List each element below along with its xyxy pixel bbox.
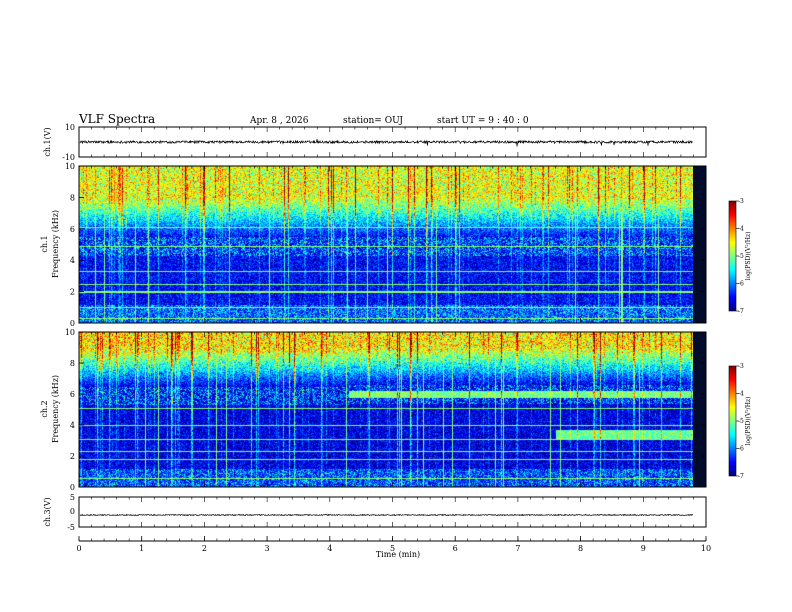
x-tick-label-8: 8 xyxy=(578,544,583,553)
ch1-waveform-trace xyxy=(79,138,694,147)
x-tick-label-7: 7 xyxy=(515,544,520,553)
ch2-spectrogram-image xyxy=(79,332,693,487)
ch2-cb-tick-label-3: -6 xyxy=(738,446,744,453)
ch2-cb-tick-label-1: -4 xyxy=(738,391,744,398)
header-station: station= OUJ xyxy=(343,116,403,126)
ch1-spectrogram-yticks: 0 2 4 6 8 10 xyxy=(65,162,706,328)
ch1-spectrogram-image xyxy=(79,166,693,323)
ch2-colorbar: -3 -4 -5 -6 -7 log(PSD)(V²/Hz) xyxy=(728,363,752,480)
x-tick-label-1: 1 xyxy=(139,544,144,553)
ch2-spectrogram-panel: 0 2 4 6 8 10 ch.2 Frequency (kHz) xyxy=(40,328,707,492)
ch1-cb-tick-label-4: -7 xyxy=(738,308,744,315)
x-axis-label: Time (min) xyxy=(376,550,420,559)
ch2-colorbar-ticks: -3 -4 -5 -6 -7 xyxy=(736,363,744,480)
ch1-ytick-label-2: 4 xyxy=(70,256,75,265)
x-tick-label-2: 2 xyxy=(202,544,207,553)
ch1-waveform-line xyxy=(79,138,694,147)
ch1-spectrogram-panel: 0 2 4 6 8 10 ch.1 Frequency (kHz) xyxy=(40,162,707,328)
ch3-waveform-trace xyxy=(79,513,694,517)
ch2-spectrogram-channel-label: ch.2 xyxy=(40,400,49,417)
ch1-spectrogram-ylabel: Frequency (kHz) xyxy=(51,210,60,278)
ch1-waveform-panel: 10 -10 ch.1(V) xyxy=(43,123,707,162)
ch3-ytick-bottom: -5 xyxy=(67,523,75,532)
ch1-cb-tick-label-2: -5 xyxy=(738,253,744,260)
ch1-ytick-label-0: 0 xyxy=(70,319,75,328)
x-tick-label-10: 10 xyxy=(701,544,711,553)
ch3-waveform-line xyxy=(79,513,694,517)
header-start-ut: start UT = 9 : 40 : 0 xyxy=(437,116,529,126)
ch1-waveform-ylabel: ch.1(V) xyxy=(43,127,52,156)
ch2-cb-tick-label-0: -3 xyxy=(738,363,744,370)
ch2-spectrogram-image-wrap xyxy=(79,332,693,487)
ch1-colorbar-ticks: -3 -4 -5 -6 -7 xyxy=(736,198,744,315)
ch1-ytick-label-5: 10 xyxy=(65,162,75,171)
ch1-colorbar-gradient xyxy=(729,201,736,311)
ch3-ytick-middle: 0 xyxy=(70,507,75,516)
ch2-ytick-label-0: 0 xyxy=(70,483,75,492)
ch2-ytick-label-4: 8 xyxy=(70,359,75,368)
panel-tick-marks xyxy=(78,127,707,527)
ch1-colorbar: -3 -4 -5 -6 -7 log(PSD)(V²/Hz) xyxy=(728,198,752,315)
ch1-spectrogram-channel-label: ch.1 xyxy=(40,235,49,252)
ch2-cb-tick-label-2: -5 xyxy=(738,418,744,425)
ch2-colorbar-gradient-wrap xyxy=(729,366,736,476)
ch1-spectrogram-image-wrap xyxy=(79,166,693,323)
ch1-ytick-top: 10 xyxy=(65,123,75,132)
x-tick-label-3: 3 xyxy=(265,544,270,553)
ch2-ytick-label-5: 10 xyxy=(65,328,75,337)
ch2-colorbar-label: log(PSD)(V²/Hz) xyxy=(745,397,752,446)
ch1-ytick-label-4: 8 xyxy=(70,193,75,202)
time-axis: 0 1 2 3 4 5 6 7 8 9 10 xyxy=(76,536,711,553)
ch3-waveform-ylabel: ch.3(V) xyxy=(43,497,52,526)
ch3-waveform-panel: 5 0 -5 ch.3(V) xyxy=(43,493,707,532)
ch2-spectrogram-ylabel: Frequency (kHz) xyxy=(51,375,60,443)
ch1-cb-tick-label-1: -4 xyxy=(738,226,744,233)
x-tick-label-9: 9 xyxy=(641,544,646,553)
ch1-cb-tick-label-3: -6 xyxy=(738,281,744,288)
ch1-colorbar-gradient-wrap xyxy=(729,201,736,311)
ch1-cb-tick-label-0: -3 xyxy=(738,198,744,205)
ch1-ytick-bottom: -10 xyxy=(62,153,75,162)
ch2-ytick-label-3: 6 xyxy=(70,390,75,399)
ch2-ytick-label-1: 2 xyxy=(70,452,75,461)
x-tick-label-4: 4 xyxy=(327,544,332,553)
x-tick-label-5: 5 xyxy=(390,544,395,553)
ch2-spectrogram-yticks: 0 2 4 6 8 10 xyxy=(65,328,706,492)
ch3-ytick-top: 5 xyxy=(70,493,75,502)
x-tick-label-0: 0 xyxy=(76,544,81,553)
ch1-colorbar-label: log(PSD)(V²/Hz) xyxy=(745,232,752,281)
chart-title: VLF Spectra xyxy=(78,112,155,126)
ch2-cb-tick-label-4: -7 xyxy=(738,473,744,480)
ch1-ytick-label-1: 2 xyxy=(70,288,75,297)
x-tick-label-6: 6 xyxy=(453,544,458,553)
ch2-colorbar-gradient xyxy=(729,366,736,476)
ch1-ytick-label-3: 6 xyxy=(70,225,75,234)
ch2-ytick-label-2: 4 xyxy=(70,421,75,430)
header-date: Apr. 8 , 2026 xyxy=(249,116,309,126)
